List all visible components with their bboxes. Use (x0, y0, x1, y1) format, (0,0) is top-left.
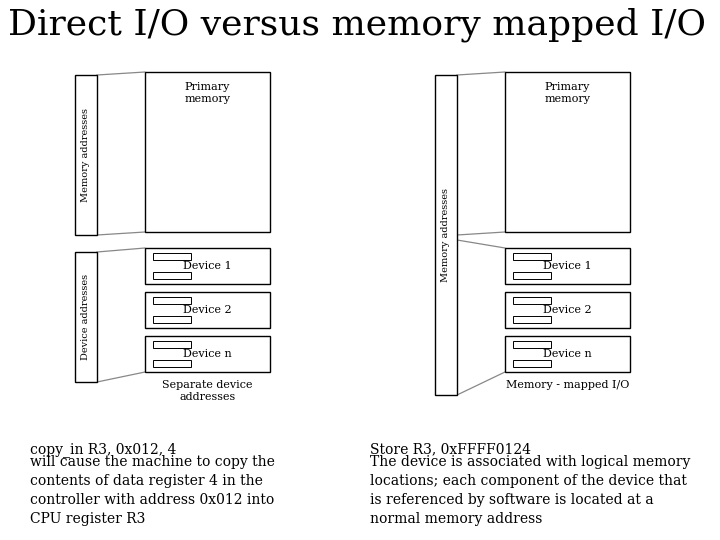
Text: Device n: Device n (183, 349, 232, 359)
Text: Store R3, 0xFFFF0124: Store R3, 0xFFFF0124 (370, 442, 531, 456)
Bar (505, 248, 630, 284)
Text: Separate device
addresses: Separate device addresses (162, 380, 253, 402)
Bar (145, 336, 270, 372)
Text: Device 1: Device 1 (543, 261, 592, 271)
Text: copy_in R3, 0x012, 4: copy_in R3, 0x012, 4 (30, 442, 176, 457)
Text: Device 1: Device 1 (183, 261, 232, 271)
Bar (153, 316, 191, 323)
Text: The device is associated with logical memory
locations; each component of the de: The device is associated with logical me… (370, 455, 690, 526)
Bar (153, 360, 191, 367)
Bar (513, 253, 551, 260)
Text: Memory addresses: Memory addresses (81, 108, 91, 202)
Bar (505, 336, 630, 372)
Bar (145, 72, 270, 232)
Bar (75, 75, 97, 235)
Text: Primary
memory: Primary memory (544, 82, 590, 104)
Bar (513, 341, 551, 348)
Text: Primary
memory: Primary memory (184, 82, 230, 104)
Bar (513, 297, 551, 304)
Bar (435, 75, 457, 395)
Bar (513, 360, 551, 367)
Bar (75, 252, 97, 382)
Text: Device addresses: Device addresses (81, 274, 91, 360)
Bar (153, 253, 191, 260)
Text: Device 2: Device 2 (543, 305, 592, 315)
Bar (145, 248, 270, 284)
Bar (153, 297, 191, 304)
Text: Device 2: Device 2 (183, 305, 232, 315)
Bar (153, 341, 191, 348)
Text: Device n: Device n (543, 349, 592, 359)
Bar (513, 316, 551, 323)
Bar (153, 272, 191, 279)
Text: Memory - mapped I/O: Memory - mapped I/O (506, 380, 629, 390)
Text: Memory addresses: Memory addresses (441, 188, 451, 282)
Bar (145, 292, 270, 328)
Bar (505, 292, 630, 328)
Bar (513, 272, 551, 279)
Text: will cause the machine to copy the
contents of data register 4 in the
controller: will cause the machine to copy the conte… (30, 455, 275, 526)
Bar (505, 72, 630, 232)
Text: Direct I/O versus memory mapped I/O: Direct I/O versus memory mapped I/O (8, 8, 706, 43)
